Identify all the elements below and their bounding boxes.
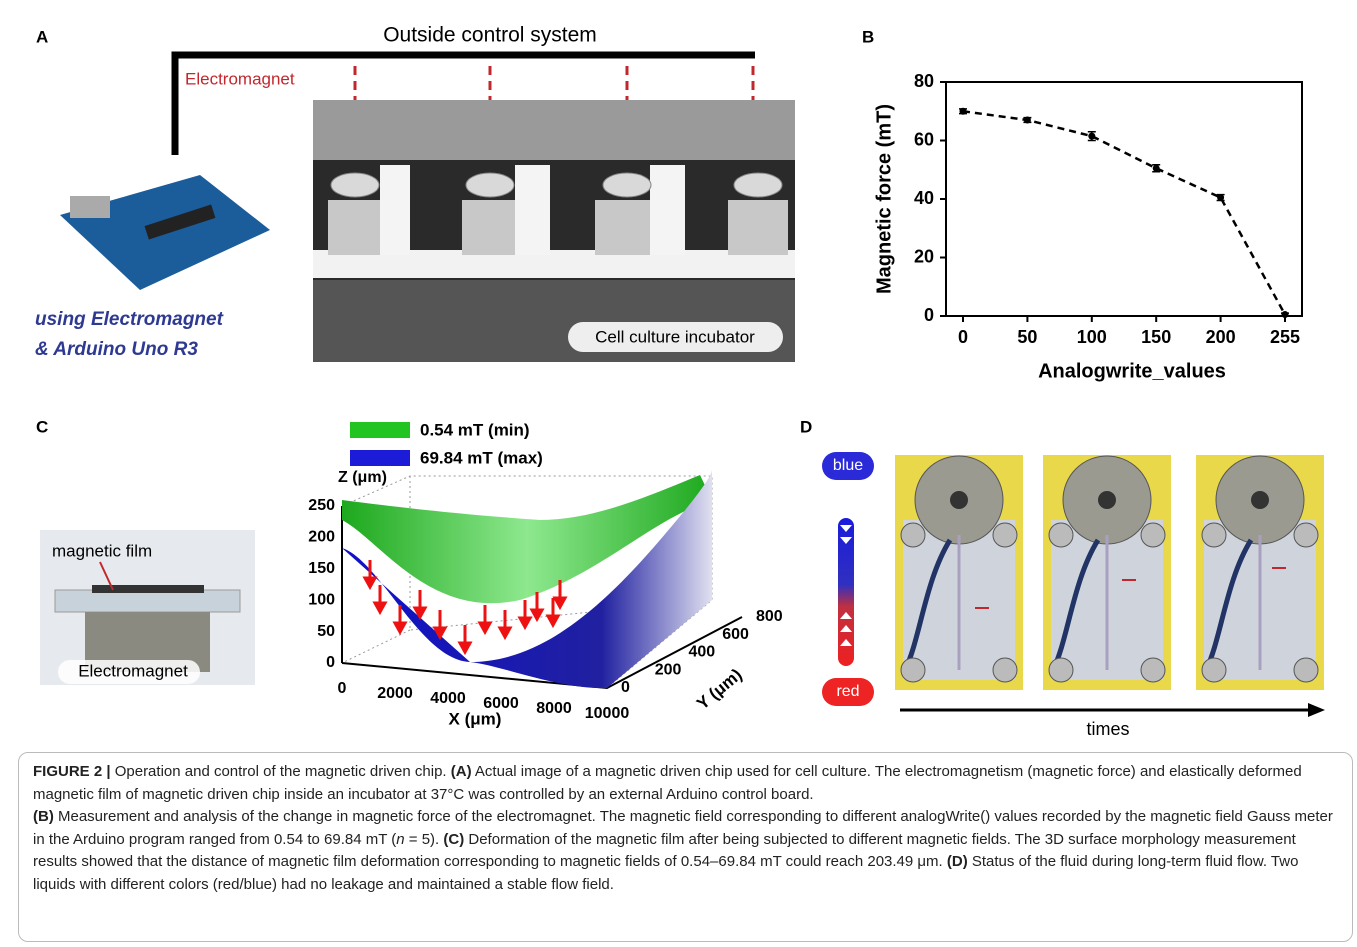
arrow-head bbox=[375, 603, 385, 612]
y-tick-label: 60 bbox=[914, 129, 934, 149]
x-tick-label: 2000 bbox=[377, 685, 413, 702]
data-point bbox=[1282, 311, 1289, 318]
page: A B C D Outside control system Electroma… bbox=[0, 0, 1357, 947]
y-tick-label: 40 bbox=[914, 188, 934, 208]
x-axis-label: X (μm) bbox=[449, 709, 502, 728]
arrow-head bbox=[500, 628, 510, 637]
panel-a-title: Outside control system bbox=[383, 24, 597, 47]
legend-label: 69.84 mT (max) bbox=[420, 448, 543, 467]
screw bbox=[901, 658, 925, 682]
z-tick-label: 200 bbox=[308, 529, 335, 546]
screw bbox=[1202, 523, 1226, 547]
z-axis-label: Z (μm) bbox=[338, 469, 387, 486]
caption-text: (D) bbox=[947, 853, 968, 870]
z-tick-label: 0 bbox=[326, 654, 335, 671]
arrow-head bbox=[555, 598, 565, 607]
magnet-center bbox=[950, 491, 968, 509]
y-tick-label: 200 bbox=[655, 661, 682, 678]
screw bbox=[901, 523, 925, 547]
y-tick-label: 800 bbox=[756, 608, 783, 625]
time-arrowhead bbox=[1308, 703, 1325, 717]
x-tick-label: 10000 bbox=[585, 705, 630, 722]
screw bbox=[1202, 658, 1226, 682]
caption-text: (B) bbox=[33, 808, 54, 825]
caption: FIGURE 2 | Operation and control of the … bbox=[18, 752, 1353, 942]
panel-label: D bbox=[800, 417, 812, 436]
z-tick-label: 250 bbox=[308, 497, 335, 514]
data-line bbox=[963, 111, 1285, 314]
x-tick-label: 0 bbox=[338, 680, 347, 697]
panel-label: B bbox=[862, 27, 874, 46]
board-caption: using Electromagnet bbox=[35, 309, 224, 330]
electromagnet-label: Electromagnet bbox=[185, 69, 295, 88]
arrow-head bbox=[520, 618, 530, 627]
z-tick-label: 150 bbox=[308, 560, 335, 577]
x-tick-label: 150 bbox=[1141, 327, 1171, 347]
x-tick-label: 8000 bbox=[536, 700, 572, 717]
x-tick-label: 100 bbox=[1077, 327, 1107, 347]
arrow-head bbox=[548, 616, 558, 625]
flow-photos bbox=[895, 455, 1324, 690]
caption-text: Operation and control of the magnetic dr… bbox=[111, 763, 451, 780]
legend-label: 0.54 mT (min) bbox=[420, 420, 530, 439]
arrow-head bbox=[460, 643, 470, 652]
arrow-head bbox=[532, 610, 542, 619]
x-axis-label: Analogwrite_values bbox=[1038, 360, 1226, 382]
screw bbox=[1294, 658, 1318, 682]
data-point bbox=[1024, 117, 1031, 124]
x-tick-label: 255 bbox=[1270, 327, 1300, 347]
y-axis-label: Y (μm) bbox=[693, 665, 746, 713]
incubator-label: Cell culture incubator bbox=[595, 327, 755, 346]
x-tick-label: 6000 bbox=[483, 695, 519, 712]
data-point bbox=[1217, 194, 1224, 201]
screw bbox=[993, 523, 1017, 547]
figure: A B C D Outside control system Electroma… bbox=[0, 0, 1357, 750]
arrow-head bbox=[480, 623, 490, 632]
z-tick-label: 100 bbox=[308, 591, 335, 608]
legend-swatch bbox=[350, 450, 410, 466]
y-tick-label: 400 bbox=[689, 644, 716, 661]
y-tick-label: 0 bbox=[924, 305, 934, 325]
data-point bbox=[1088, 133, 1095, 140]
screw bbox=[1294, 523, 1318, 547]
caption-text: (A) bbox=[451, 763, 472, 780]
x-tick-label: 50 bbox=[1017, 327, 1037, 347]
magnet-center bbox=[1251, 491, 1269, 509]
caption-text: FIGURE 2 | bbox=[33, 763, 111, 780]
magnet-center bbox=[1098, 491, 1116, 509]
y-axis-label: Magnetic force (mT) bbox=[873, 104, 895, 294]
legend-swatch bbox=[350, 422, 410, 438]
data-point bbox=[1153, 165, 1160, 172]
board-caption: & Arduino Uno R3 bbox=[35, 339, 198, 360]
arduino-board bbox=[60, 175, 270, 290]
x-tick-label: 200 bbox=[1206, 327, 1236, 347]
screw bbox=[1049, 523, 1073, 547]
caption-text: = 5). bbox=[405, 831, 444, 848]
y-tick-label: 20 bbox=[914, 246, 934, 266]
caption-text: n bbox=[396, 831, 404, 848]
arrow-head bbox=[365, 578, 375, 587]
caption-text: (C) bbox=[443, 831, 464, 848]
screw bbox=[1049, 658, 1073, 682]
screw bbox=[993, 658, 1017, 682]
photo-label: magnetic film bbox=[52, 541, 152, 560]
incubator-photo: Cell culture incubator bbox=[313, 100, 795, 362]
red-label: red bbox=[836, 683, 859, 700]
z-tick-label: 50 bbox=[317, 623, 335, 640]
arrow-head bbox=[395, 623, 405, 632]
data-point bbox=[960, 108, 967, 115]
y-tick-label: 600 bbox=[722, 626, 749, 643]
panel-label: C bbox=[36, 417, 48, 436]
y-tick-label: 0 bbox=[621, 679, 630, 696]
panel-label: A bbox=[36, 27, 48, 46]
photo-label: Electromagnet bbox=[78, 661, 188, 680]
y-tick-label: 80 bbox=[914, 71, 934, 91]
time-label: times bbox=[1086, 719, 1129, 739]
screw bbox=[1141, 658, 1165, 682]
x-tick-label: 4000 bbox=[430, 690, 466, 707]
blue-label: blue bbox=[833, 457, 863, 474]
x-tick-label: 0 bbox=[958, 327, 968, 347]
screw bbox=[1141, 523, 1165, 547]
